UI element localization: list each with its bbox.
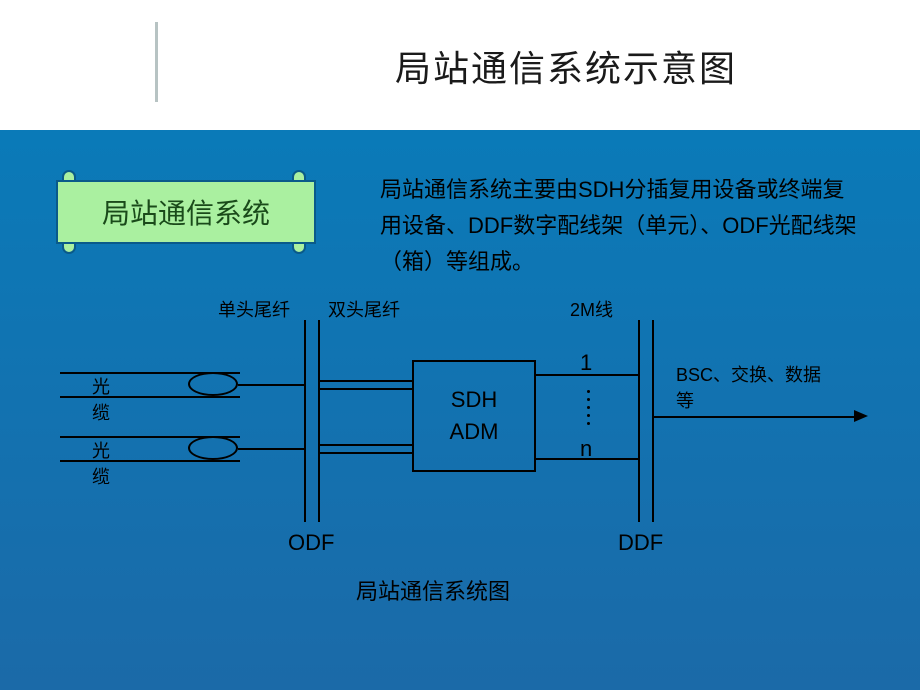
connector-line	[238, 384, 304, 386]
output-label: BSC、交换、数据等	[676, 362, 836, 414]
banner-label: 局站通信系统	[102, 192, 270, 232]
diagram-caption: 局站通信系统图	[356, 574, 510, 606]
sdh-label: SDH	[451, 384, 497, 416]
cable-label: 光缆	[92, 437, 110, 489]
cable-line	[60, 396, 240, 398]
banner-body: 局站通信系统	[56, 180, 316, 244]
ellipsis-dots-icon	[587, 390, 589, 430]
connector-line	[238, 448, 304, 450]
scroll-handle-icon	[292, 242, 306, 254]
ddf-line	[638, 320, 640, 522]
header: 局站通信系统示意图	[0, 0, 920, 130]
cable-ellipse-icon	[188, 372, 238, 396]
connector-line	[318, 444, 412, 446]
odf-line	[318, 320, 320, 522]
arrow-head-icon	[854, 410, 868, 422]
connector-line	[318, 388, 412, 390]
page-root: 局站通信系统示意图 局站通信系统 局站通信系统主要由SDH分插复用设备或终端复用…	[0, 0, 920, 690]
cable-label: 光缆	[92, 373, 110, 425]
sdh-adm-box: SDH ADM	[412, 360, 536, 472]
page-title: 局站通信系统示意图	[395, 40, 737, 92]
connector-line	[318, 380, 412, 382]
connector-line	[318, 452, 412, 454]
single-fiber-label: 单头尾纤	[218, 296, 290, 322]
cable-line	[60, 460, 240, 462]
ddf-line	[652, 320, 654, 522]
2m-line-label: 2M线	[570, 296, 613, 322]
scroll-banner: 局站通信系统	[56, 180, 316, 244]
output-arrow-line	[652, 416, 856, 418]
main-area: 局站通信系统 局站通信系统主要由SDH分插复用设备或终端复用设备、DDF数字配线…	[0, 130, 920, 690]
description-text: 局站通信系统主要由SDH分插复用设备或终端复用设备、DDF数字配线架（单元）、O…	[380, 172, 860, 280]
line-n-label: n	[580, 436, 592, 462]
odf-line	[304, 320, 306, 522]
double-fiber-label: 双头尾纤	[328, 296, 400, 322]
scroll-handle-icon	[62, 242, 76, 254]
accent-bar	[155, 22, 158, 102]
cable-ellipse-icon	[188, 436, 238, 460]
odf-label: ODF	[288, 530, 334, 556]
adm-label: ADM	[450, 416, 499, 448]
communication-diagram: 光缆 光缆 ODF 单头尾纤 双头尾纤	[60, 320, 860, 620]
line-1-label: 1	[580, 350, 592, 376]
ddf-label: DDF	[618, 530, 663, 556]
